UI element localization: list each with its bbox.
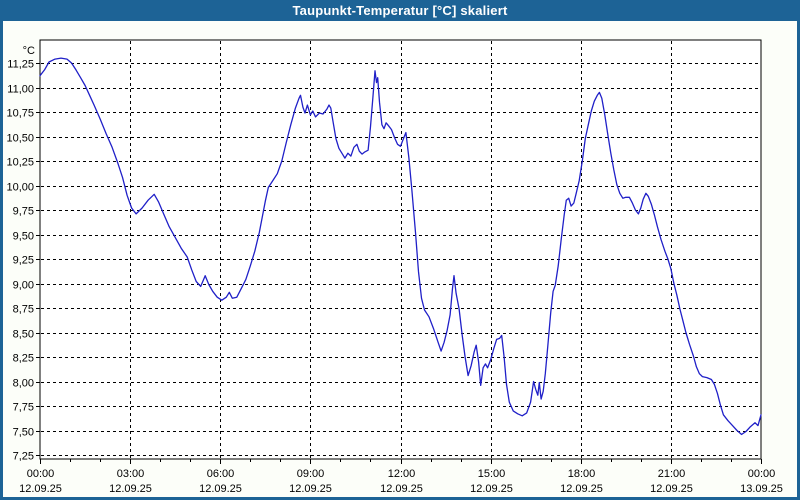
y-tick-label: 9,75 — [13, 206, 34, 218]
y-tick-label: 9,00 — [13, 280, 34, 292]
y-tick-label: 11,25 — [7, 59, 34, 71]
x-gridlines-and-labels: 00:00 12.09.25 03:00 12.09.25 06:00 12.09.25 0… — [19, 41, 783, 495]
x-tick-date-label: 12.09.25 — [109, 483, 152, 495]
x-tick-time-label: 03:00 — [117, 468, 145, 480]
chart-title: Taupunkt-Temperatur [°C] skaliert — [292, 3, 508, 18]
y-tick-label: 7,75 — [13, 402, 34, 414]
y-tick-label: 10,75 — [6, 108, 34, 120]
y-tick-label: 8,25 — [13, 353, 34, 365]
dewpoint-temperature-chart: 11,25 11,00 10,75 10,50 10,25 10,00 9,75 9,50 9,… — [6, 39, 783, 495]
x-tick-date-label: 12.09.25 — [470, 483, 513, 495]
y-tick-label: 8,50 — [13, 329, 34, 341]
chart-titlebar: Taupunkt-Temperatur [°C] skaliert — [3, 0, 797, 21]
x-tick-time-label: 00:00 — [748, 468, 776, 480]
x-tick-date-label: 12.09.25 — [650, 483, 693, 495]
y-tick-label: 10,00 — [6, 182, 34, 194]
x-tick-time-label: 12:00 — [388, 468, 416, 480]
x-tick-time-label: 18:00 — [568, 468, 596, 480]
x-tick-date-label: 12.09.25 — [560, 483, 603, 495]
y-tick-label: 8,00 — [13, 378, 34, 390]
y-tick-label: 7,25 — [13, 451, 34, 463]
y-gridlines-and-labels: 11,25 11,00 10,75 10,50 10,25 10,00 9,75 9,50 9,… — [6, 59, 760, 463]
x-tick-time-label: 15:00 — [478, 468, 506, 480]
x-tick-date-label: 12.09.25 — [199, 483, 242, 495]
y-tick-label: 8,75 — [13, 304, 34, 316]
x-tick-time-label: 06:00 — [207, 468, 235, 480]
y-axis-unit-label: °C — [23, 45, 35, 57]
y-tick-label: 10,50 — [6, 133, 34, 145]
data-line-taupunkt-temperatur — [39, 57, 762, 436]
y-tick-label: 11,00 — [7, 84, 34, 96]
x-tick-date-label: 12.09.25 — [19, 483, 62, 495]
x-tick-date-label: 12.09.25 — [380, 483, 423, 495]
x-tick-time-label: 00:00 — [27, 468, 55, 480]
x-tick-time-label: 21:00 — [658, 468, 686, 480]
y-tick-label: 9,25 — [13, 255, 34, 267]
x-tick-date-label: 12.09.25 — [289, 483, 332, 495]
x-tick-date-label: 13.09.25 — [740, 483, 783, 495]
x-tick-time-label: 09:00 — [297, 468, 325, 480]
y-tick-label: 10,25 — [6, 157, 34, 169]
y-tick-label: 9,50 — [13, 231, 34, 243]
plot-area — [39, 39, 762, 460]
y-tick-label: 7,50 — [13, 427, 34, 439]
